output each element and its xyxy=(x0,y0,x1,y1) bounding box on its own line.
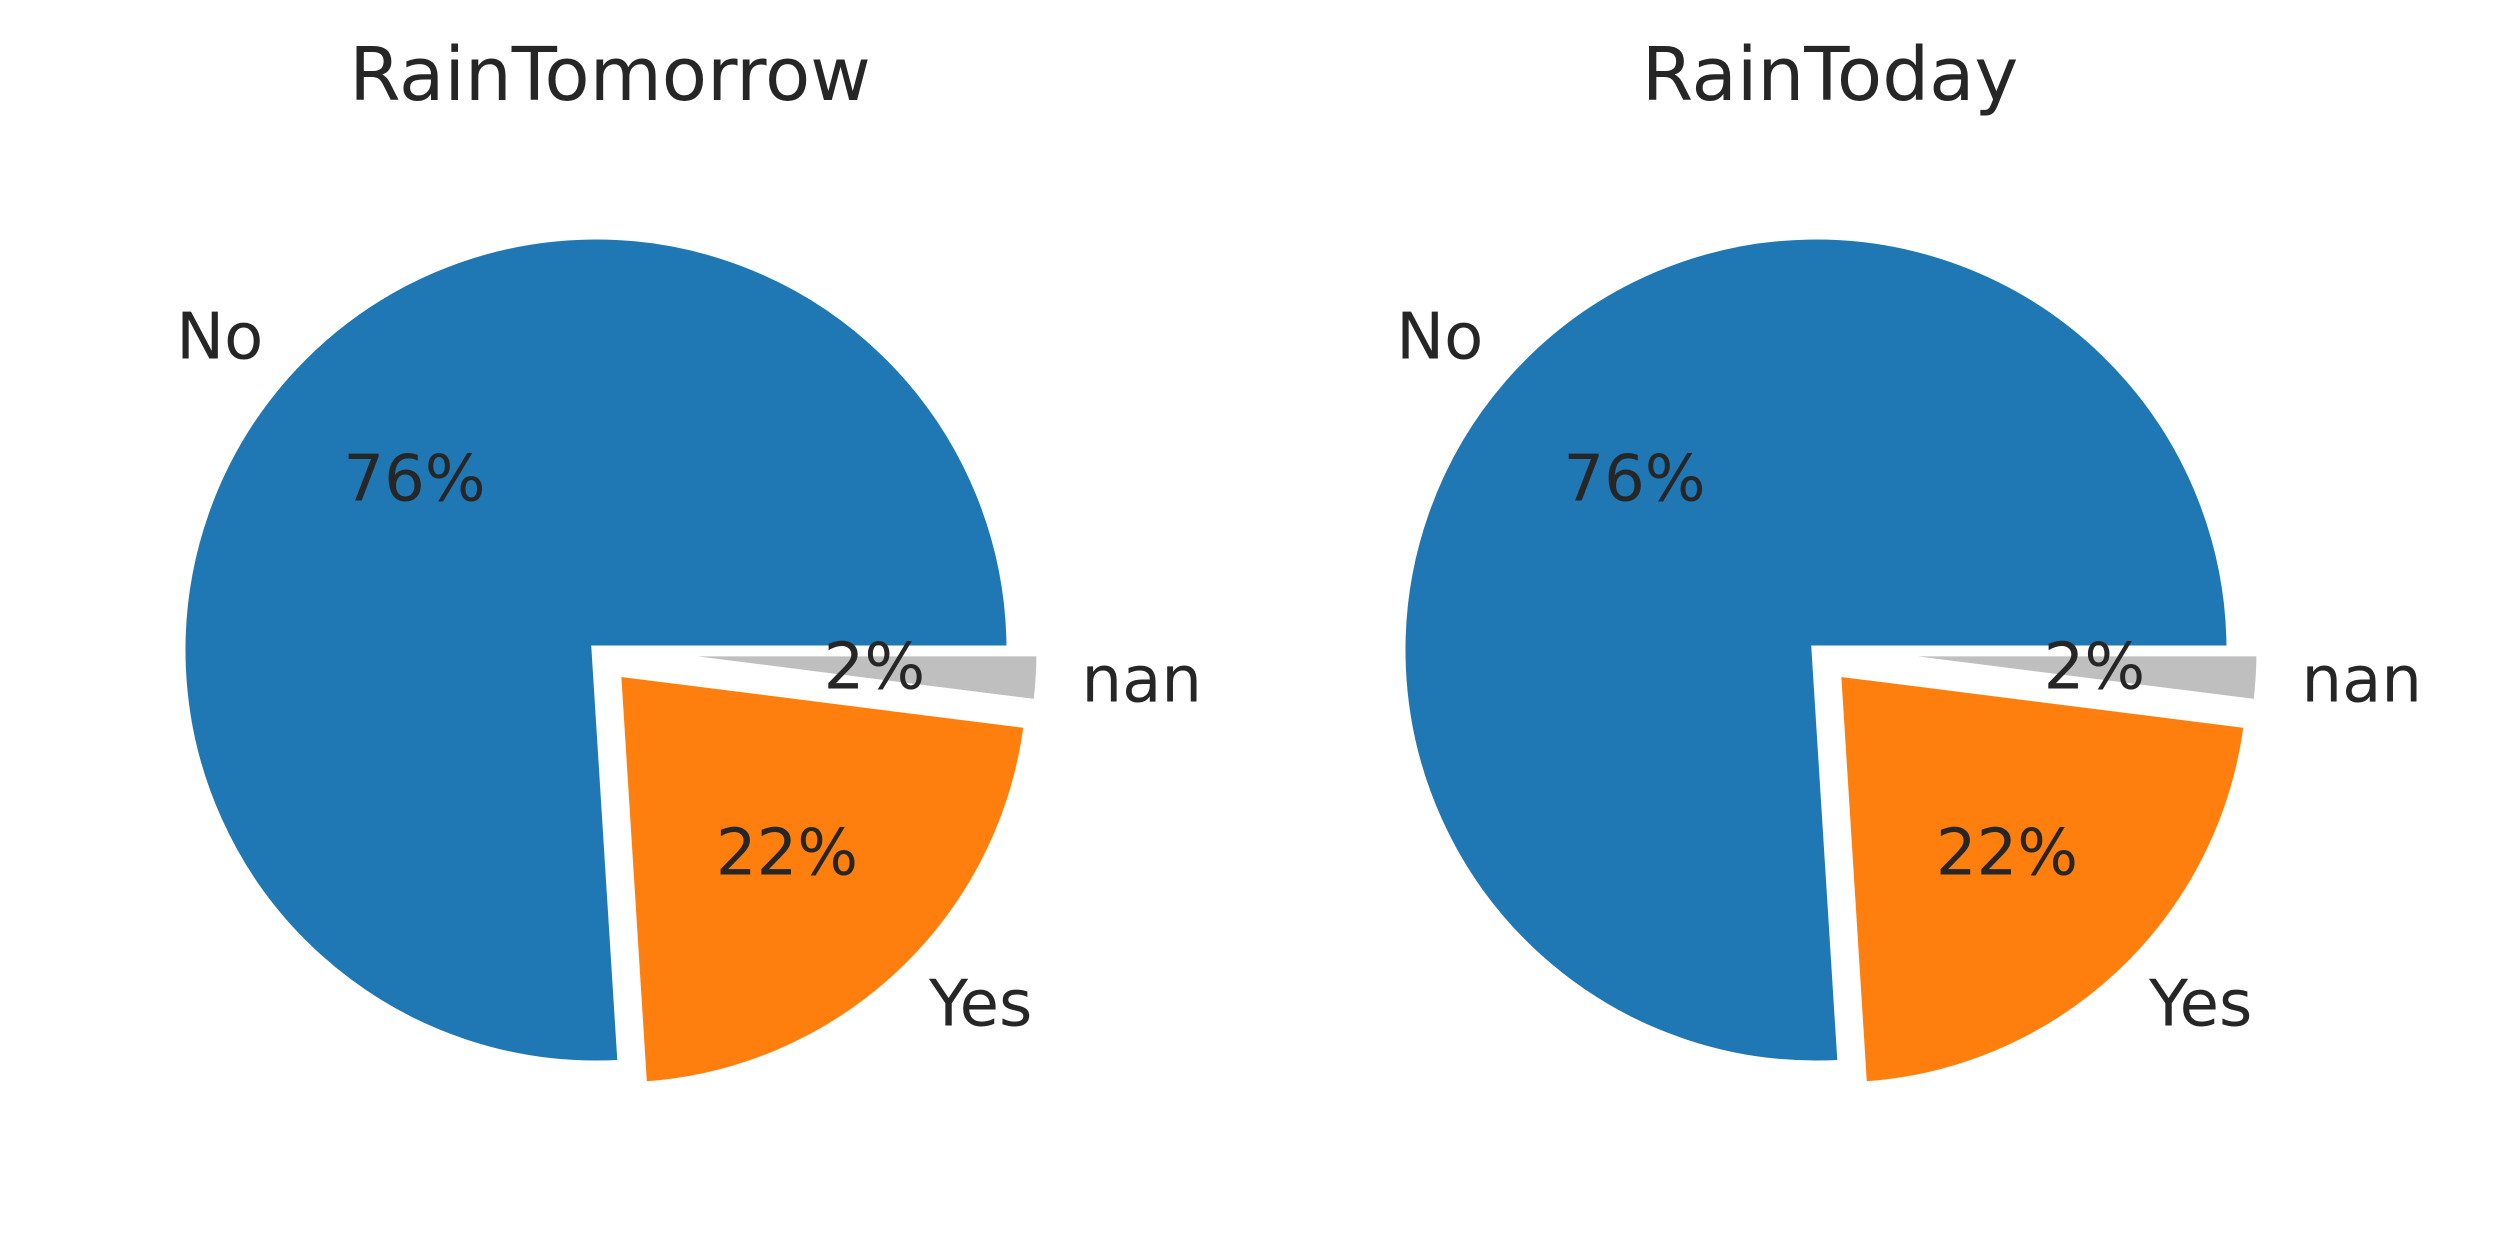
pie-labels: No 76% Yes 22% nan 2% xyxy=(176,301,1202,1042)
slice-label-yes: Yes xyxy=(928,968,1032,1042)
pie-slice-no xyxy=(176,230,1016,1070)
chart-title: RainTomorrow xyxy=(349,32,871,118)
pie-chart-raintomorrow: RainTomorrow No 76% Yes 22% nan 2% xyxy=(176,32,1202,1091)
slice-label-nan: nan xyxy=(1082,644,1202,718)
pie-chart-raintoday: RainToday No 76% Yes 22% nan 2% xyxy=(1396,32,2422,1091)
pie-slices xyxy=(176,230,1046,1091)
pie-slices xyxy=(1396,230,2266,1091)
pct-label-yes: 22% xyxy=(1936,816,2078,890)
pie-slice-nan xyxy=(625,647,1046,709)
pie-slice-nan xyxy=(1845,647,2266,709)
slice-label-yes: Yes xyxy=(2148,968,2252,1042)
slice-label-nan: nan xyxy=(2302,644,2422,718)
pct-label-yes: 22% xyxy=(716,816,858,890)
chart-title: RainToday xyxy=(1642,32,2019,118)
pct-label-nan: 2% xyxy=(2044,631,2146,705)
pct-label-no: 76% xyxy=(1563,443,1705,517)
slice-label-no: No xyxy=(1396,301,1483,375)
pct-label-nan: 2% xyxy=(824,631,926,705)
pct-label-no: 76% xyxy=(343,443,485,517)
pie-slice-yes xyxy=(1831,666,2254,1091)
slice-label-no: No xyxy=(176,301,263,375)
pie-slice-no xyxy=(1396,230,2236,1070)
pie-slice-yes xyxy=(611,666,1034,1091)
pie-labels: No 76% Yes 22% nan 2% xyxy=(1396,301,2422,1042)
